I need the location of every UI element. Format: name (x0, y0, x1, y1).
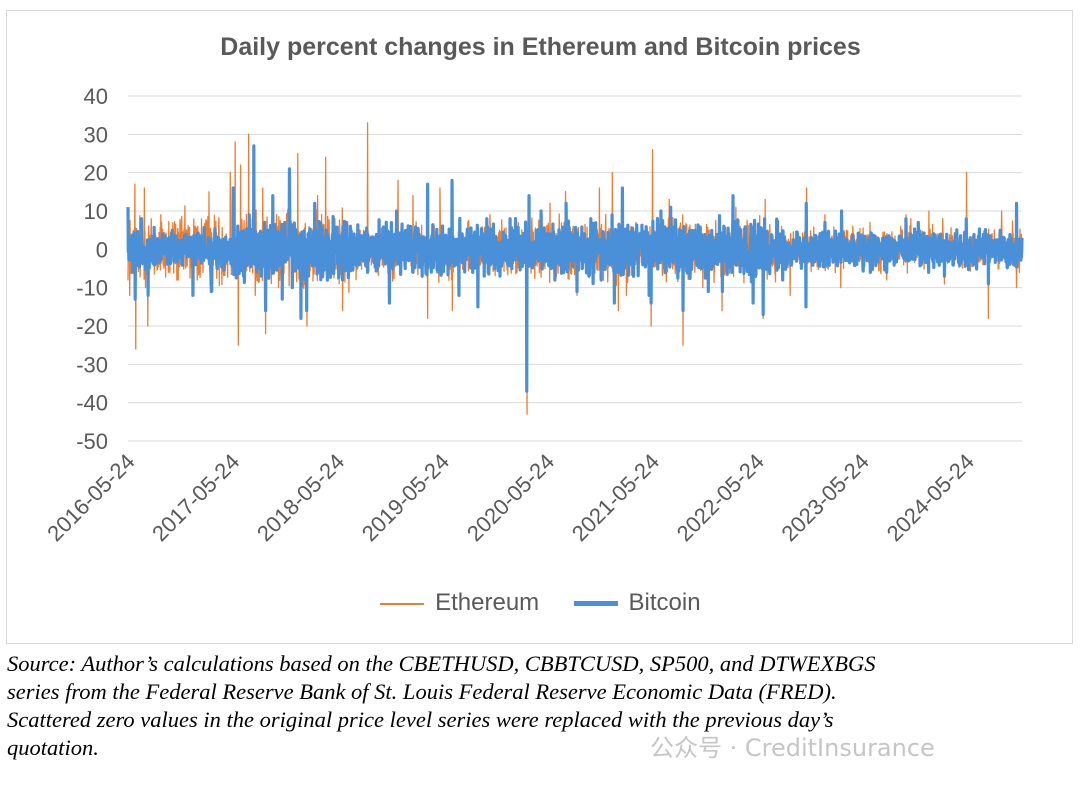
legend-item-ethereum: Ethereum (380, 589, 539, 617)
y-tick-label: -20 (76, 314, 108, 339)
chart-title: Daily percent changes in Ethereum and Bi… (220, 33, 861, 61)
legend-swatch-bitcoin (573, 601, 618, 607)
x-tick-label: 2016-05-24 (42, 449, 139, 546)
line-chart: 40 30 20 10 0 -10 -20 -30 -40 -50 2016-05-24 2017-… (42, 84, 1024, 546)
y-tick-label: 0 (96, 237, 108, 262)
x-tick-label: 2018-05-24 (252, 449, 349, 546)
x-tick-label: 2017-05-24 (147, 449, 244, 546)
y-tick-label: 30 (84, 122, 108, 147)
figure-caption: Source: Author’s calculations based on t… (7, 650, 1073, 762)
bitcoin-series (126, 144, 1024, 393)
legend-label-ethereum: Ethereum (435, 589, 540, 616)
caption-line: quotation. (7, 735, 99, 760)
series-line-bitcoin (126, 144, 1024, 393)
y-tick-label: -10 (76, 276, 108, 301)
y-tick-label: -50 (76, 429, 108, 454)
gridlines (128, 95, 1022, 442)
legend: Ethereum Bitcoin (7, 589, 1074, 617)
x-axis-ticks: 2016-05-24 2017-05-24 2018-05-24 2019-05-24… (42, 449, 979, 546)
y-tick-label: 10 (84, 199, 108, 224)
caption-line: Source: Author’s calculations based on t… (7, 651, 876, 676)
x-tick-label: 2024-05-24 (882, 449, 979, 546)
x-tick-label: 2021-05-24 (567, 449, 664, 546)
legend-swatch-ethereum (380, 602, 425, 605)
y-tick-label: 20 (84, 161, 108, 186)
y-tick-label: -40 (76, 391, 108, 416)
y-tick-label: -30 (76, 352, 108, 377)
y-axis-ticks: 40 30 20 10 0 -10 -20 -30 -40 -50 (76, 84, 108, 454)
watermark: 公众号 · CreditInsurance (650, 734, 935, 762)
x-tick-label: 2019-05-24 (357, 449, 454, 546)
caption-line: Scattered zero values in the original pr… (7, 707, 834, 732)
chart-frame: Daily percent changes in Ethereum and Bi… (6, 10, 1073, 644)
caption-line: series from the Federal Reserve Bank of … (7, 679, 837, 704)
legend-label-bitcoin: Bitcoin (628, 589, 701, 616)
x-tick-label: 2020-05-24 (462, 449, 559, 546)
x-tick-label: 2022-05-24 (672, 449, 769, 546)
legend-item-bitcoin: Bitcoin (573, 589, 701, 617)
y-tick-label: 40 (84, 84, 108, 109)
x-tick-label: 2023-05-24 (777, 449, 874, 546)
